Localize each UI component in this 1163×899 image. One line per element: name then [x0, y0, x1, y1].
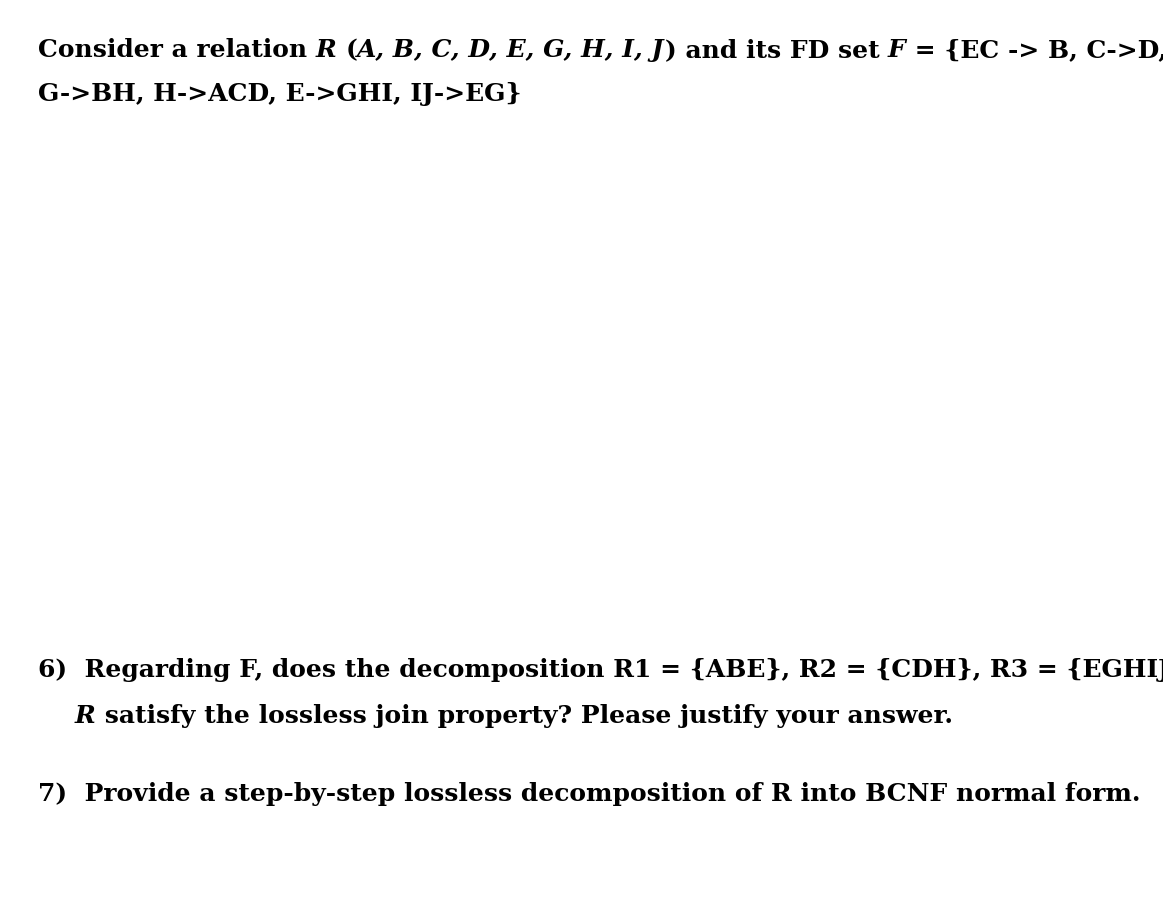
Text: A, B, C, D, E, G, H, I, J: A, B, C, D, E, G, H, I, J [357, 38, 664, 62]
Text: 6)  Regarding F, does the decomposition R1 = {ABE}, R2 = {CDH}, R3 = {EGHIJ} of: 6) Regarding F, does the decomposition R… [38, 658, 1163, 682]
Text: Consider a relation: Consider a relation [38, 38, 316, 62]
Text: F: F [889, 38, 906, 62]
Text: (: ( [345, 38, 357, 62]
Text: R: R [74, 704, 95, 728]
Text: G->BH, H->ACD, E->GHI, IJ->EG}: G->BH, H->ACD, E->GHI, IJ->EG} [38, 82, 522, 106]
Text: 7)  Provide a step-by-step lossless decomposition of R into BCNF normal form.: 7) Provide a step-by-step lossless decom… [38, 782, 1141, 806]
Text: ) and its FD set: ) and its FD set [664, 38, 889, 62]
Text: = {EC -> B, C->D,: = {EC -> B, C->D, [906, 38, 1163, 62]
Text: R: R [316, 38, 345, 62]
Text: satisfy the lossless join property? Please justify your answer.: satisfy the lossless join property? Plea… [95, 704, 952, 728]
